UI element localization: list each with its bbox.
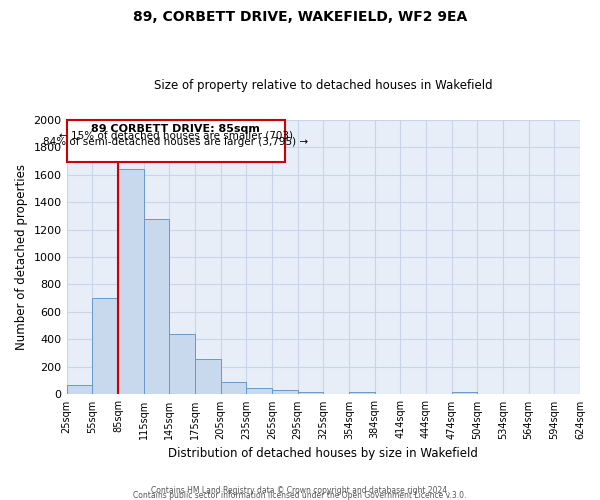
Text: 84% of semi-detached houses are larger (3,795) →: 84% of semi-detached houses are larger (… <box>43 136 308 146</box>
Bar <box>92 298 118 394</box>
Text: Contains HM Land Registry data © Crown copyright and database right 2024.: Contains HM Land Registry data © Crown c… <box>151 486 449 495</box>
Bar <box>118 169 143 394</box>
Text: ← 15% of detached houses are smaller (703): ← 15% of detached houses are smaller (70… <box>59 130 293 140</box>
FancyBboxPatch shape <box>67 120 285 162</box>
X-axis label: Distribution of detached houses by size in Wakefield: Distribution of detached houses by size … <box>169 447 478 460</box>
Y-axis label: Number of detached properties: Number of detached properties <box>15 164 28 350</box>
Bar <box>452 392 478 394</box>
Bar <box>246 388 272 394</box>
Bar <box>169 334 195 394</box>
Text: Contains public sector information licensed under the Open Government Licence v.: Contains public sector information licen… <box>133 491 467 500</box>
Bar <box>67 386 92 394</box>
Text: 89, CORBETT DRIVE, WAKEFIELD, WF2 9EA: 89, CORBETT DRIVE, WAKEFIELD, WF2 9EA <box>133 10 467 24</box>
Text: 89 CORBETT DRIVE: 85sqm: 89 CORBETT DRIVE: 85sqm <box>91 124 260 134</box>
Bar <box>349 392 374 394</box>
Bar <box>221 382 246 394</box>
Bar <box>298 392 323 394</box>
Bar <box>143 218 169 394</box>
Bar <box>272 390 298 394</box>
Title: Size of property relative to detached houses in Wakefield: Size of property relative to detached ho… <box>154 79 493 92</box>
Bar <box>195 360 221 394</box>
